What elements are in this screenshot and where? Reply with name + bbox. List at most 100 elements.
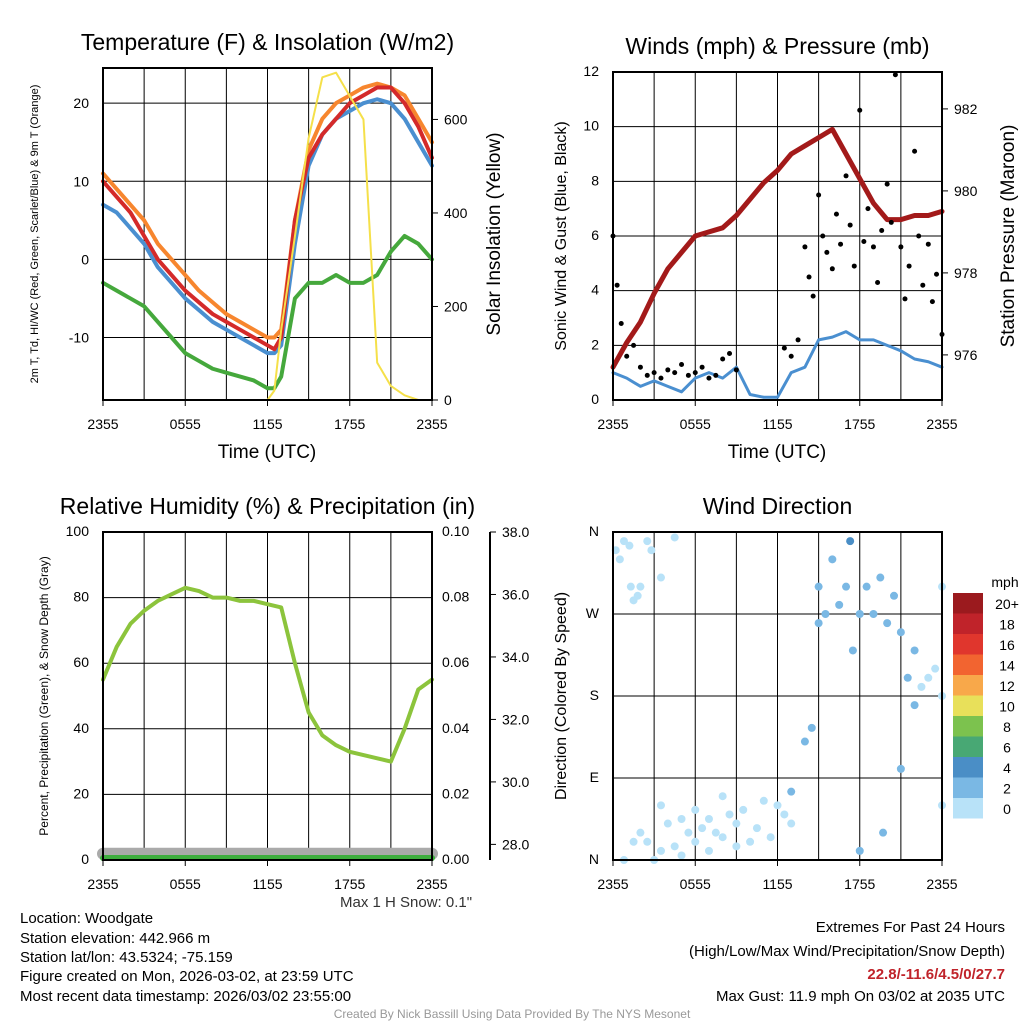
direction-point xyxy=(828,555,837,564)
direction-point xyxy=(670,533,679,542)
direction-point xyxy=(691,805,700,814)
series-relative-humidity xyxy=(101,585,434,764)
direction-point xyxy=(684,828,693,837)
colorbar-swatch xyxy=(953,634,983,655)
direction-point xyxy=(647,546,656,555)
direction-point xyxy=(711,828,720,837)
direction-point xyxy=(656,846,665,855)
gust-point xyxy=(902,296,908,302)
gust-point xyxy=(733,367,739,373)
x-tick-label: 2355 xyxy=(87,876,118,892)
direction-point xyxy=(725,810,734,819)
direction-point xyxy=(855,846,864,855)
direction-point xyxy=(643,837,652,846)
y-tick-label: 0 xyxy=(591,391,599,407)
x-tick-label: 2355 xyxy=(597,416,628,432)
series-dewpoint xyxy=(101,233,434,391)
gust-point xyxy=(879,228,885,234)
x-tick-label: 1155 xyxy=(762,876,792,892)
colorbar-swatch xyxy=(953,777,983,798)
direction-point xyxy=(890,591,899,600)
gust-point xyxy=(651,370,657,376)
colorbar-swatch xyxy=(953,613,983,634)
created-text: Figure created on Mon, 2026-03-02, at 23… xyxy=(20,968,354,985)
y2-tick-label: 982 xyxy=(954,101,978,117)
gust-point xyxy=(920,282,926,288)
direction-point xyxy=(910,646,919,655)
y-tick-label: 10 xyxy=(583,118,599,134)
gust-point xyxy=(624,353,630,359)
y-tick-label: 2 xyxy=(591,336,599,352)
direction-point xyxy=(835,600,844,609)
elevation-text: Station elevation: 442.966 m xyxy=(20,930,211,947)
max-gust-text: Max Gust: 11.9 mph On 03/02 at 2035 UTC xyxy=(715,988,1005,1005)
y2-tick-label: 976 xyxy=(954,347,978,363)
y2-tick-label: 200 xyxy=(444,298,468,314)
x-tick-label: 0555 xyxy=(680,876,711,892)
y-tick-label: 0 xyxy=(81,251,89,267)
x-tick-label: 1755 xyxy=(844,876,875,892)
gust-point xyxy=(631,342,637,348)
gust-point xyxy=(679,361,685,367)
direction-point xyxy=(746,837,755,846)
x-tick-label: 2355 xyxy=(87,416,118,432)
gust-point xyxy=(865,206,871,212)
gust-point xyxy=(875,279,881,285)
direction-point xyxy=(663,819,672,828)
y3-tick-label: 32.0 xyxy=(502,711,529,727)
y2-axis-label: Station Pressure (Maroon) xyxy=(998,125,1019,348)
gust-point xyxy=(706,375,712,381)
direction-point xyxy=(821,610,830,618)
x-tick-label: 2355 xyxy=(926,416,957,432)
y-tick-label: N xyxy=(589,523,599,539)
direction-point xyxy=(619,537,628,546)
direction-point xyxy=(704,846,713,855)
gust-point xyxy=(833,211,839,217)
chart-title-1: Temperature (F) & Insolation (W/m2) xyxy=(81,29,454,55)
gust-point xyxy=(685,372,691,378)
y-axis-label: Direction (Colored By Speed) xyxy=(553,592,570,800)
x-tick-label: 1755 xyxy=(334,876,365,892)
direction-point xyxy=(787,787,796,796)
y3-tick-label: 34.0 xyxy=(502,649,529,665)
gust-point xyxy=(720,356,726,362)
direction-point xyxy=(732,842,741,851)
gust-point xyxy=(843,173,849,179)
colorbar-swatch xyxy=(953,695,983,716)
colorbar-label: 10 xyxy=(999,699,1015,715)
colorbar-label: 18 xyxy=(999,617,1015,633)
direction-point xyxy=(615,555,624,564)
colorbar-swatch xyxy=(953,716,983,737)
colorbar-label: 4 xyxy=(1003,760,1011,776)
gust-point xyxy=(870,244,876,250)
plot-frame xyxy=(612,71,943,401)
series-pressure xyxy=(610,126,945,370)
x-tick-label: 1755 xyxy=(844,416,875,432)
colorbar-label: 6 xyxy=(1003,740,1011,756)
gust-point xyxy=(806,274,812,280)
plot-frame xyxy=(612,531,943,861)
colorbar-label: 16 xyxy=(999,637,1015,653)
series-wind-chill xyxy=(101,97,434,356)
plot-frame xyxy=(102,67,433,401)
direction-point xyxy=(896,628,905,637)
direction-point xyxy=(773,801,782,810)
direction-point xyxy=(739,805,748,814)
gust-point xyxy=(658,375,664,381)
colorbar-label: 20+ xyxy=(995,596,1019,612)
y-tick-label: 80 xyxy=(73,589,89,605)
direction-point xyxy=(656,801,665,810)
direction-point xyxy=(643,537,652,546)
y2-tick-label: 0.10 xyxy=(442,523,469,539)
gust-point xyxy=(829,266,835,272)
direction-point xyxy=(910,701,919,710)
y2-tick-label: 0.02 xyxy=(442,785,469,801)
gust-point xyxy=(820,233,826,239)
chart-title-2: Winds (mph) & Pressure (mb) xyxy=(625,33,929,59)
direction-point xyxy=(896,764,905,773)
y2-tick-label: 0.08 xyxy=(442,589,469,605)
y2-tick-label: 0.04 xyxy=(442,720,469,736)
colorbar-swatch xyxy=(953,798,983,819)
direction-point xyxy=(855,610,864,618)
